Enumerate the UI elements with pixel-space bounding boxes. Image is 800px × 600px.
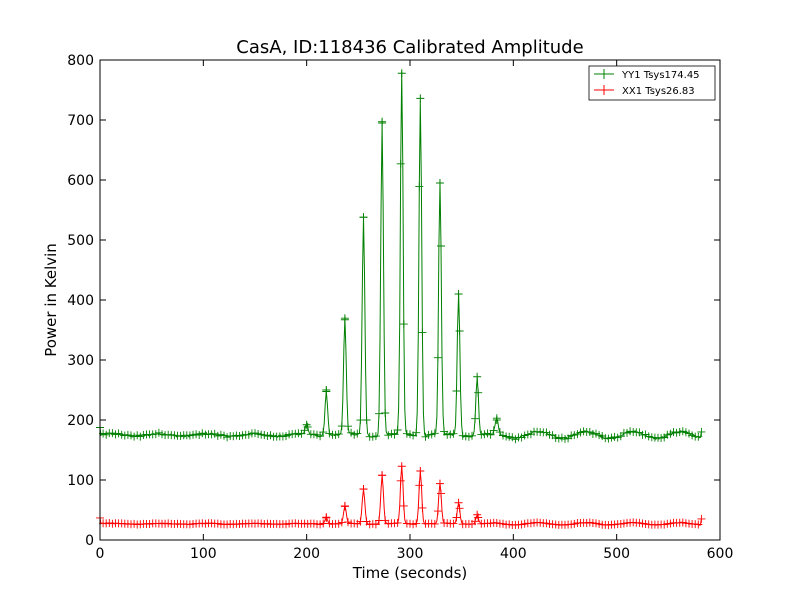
y-tick-label: 200 xyxy=(67,413,94,429)
peak-point xyxy=(416,467,425,475)
x-tick-label: 300 xyxy=(397,546,424,562)
peak-point xyxy=(435,479,444,488)
peak-point xyxy=(340,315,349,324)
y-axis-label: Power in Kelvin xyxy=(42,243,60,357)
legend-entry-yy1[interactable]: YY1 Tsys174.45 xyxy=(594,69,700,81)
peak-point xyxy=(473,510,482,519)
legend-label-yy1: YY1 Tsys174.45 xyxy=(621,70,700,81)
x-tick-label: 100 xyxy=(190,546,217,562)
legend-label-xx1: XX1 Tsys26.83 xyxy=(622,86,695,97)
x-tick-label: 500 xyxy=(603,546,630,562)
peak-point xyxy=(416,94,425,103)
y-tick-label: 700 xyxy=(67,113,94,129)
legend[interactable]: YY1 Tsys174.45 XX1 Tsys26.83 xyxy=(588,65,716,101)
peak-point xyxy=(492,416,501,424)
peak-point xyxy=(359,213,368,222)
x-tick-label: 400 xyxy=(500,546,527,562)
peak-point xyxy=(359,485,368,493)
peak-point xyxy=(378,117,387,126)
peak-point xyxy=(340,502,349,511)
x-tick-label: 600 xyxy=(707,546,734,562)
peak-point xyxy=(397,69,406,78)
x-axis: 0 100 200 300 400 500 600 xyxy=(96,60,734,562)
peak-point xyxy=(302,420,311,429)
peak-point xyxy=(378,471,387,480)
y-axis: 0 100 200 300 400 500 600 700 800 xyxy=(67,53,720,549)
x-tick-label: 0 xyxy=(96,546,105,562)
y-tick-label: 500 xyxy=(67,233,94,249)
legend-entry-xx1[interactable]: XX1 Tsys26.83 xyxy=(594,85,695,97)
peak-point xyxy=(454,498,463,507)
y-tick-label: 100 xyxy=(67,473,94,489)
peak-point xyxy=(322,513,331,522)
peak-point xyxy=(454,290,463,298)
y-tick-label: 800 xyxy=(67,53,94,69)
x-axis-label: Time (seconds) xyxy=(352,564,468,582)
legend-marker-yy1 xyxy=(599,69,609,79)
legend-marker-xx1 xyxy=(599,85,609,95)
peak-point xyxy=(397,462,406,471)
y-tick-label: 600 xyxy=(67,173,94,189)
series-yy1 xyxy=(96,69,706,444)
y-tick-label: 300 xyxy=(67,353,94,369)
y-tick-label: 400 xyxy=(67,293,94,309)
x-tick-label: 200 xyxy=(293,546,320,562)
chart-title: CasA, ID:118436 Calibrated Amplitude xyxy=(236,37,583,58)
peak-point xyxy=(322,386,331,394)
peak-point xyxy=(473,372,482,381)
peak-point xyxy=(435,179,444,187)
legend-box xyxy=(588,65,716,101)
y-tick-label: 0 xyxy=(85,533,94,549)
